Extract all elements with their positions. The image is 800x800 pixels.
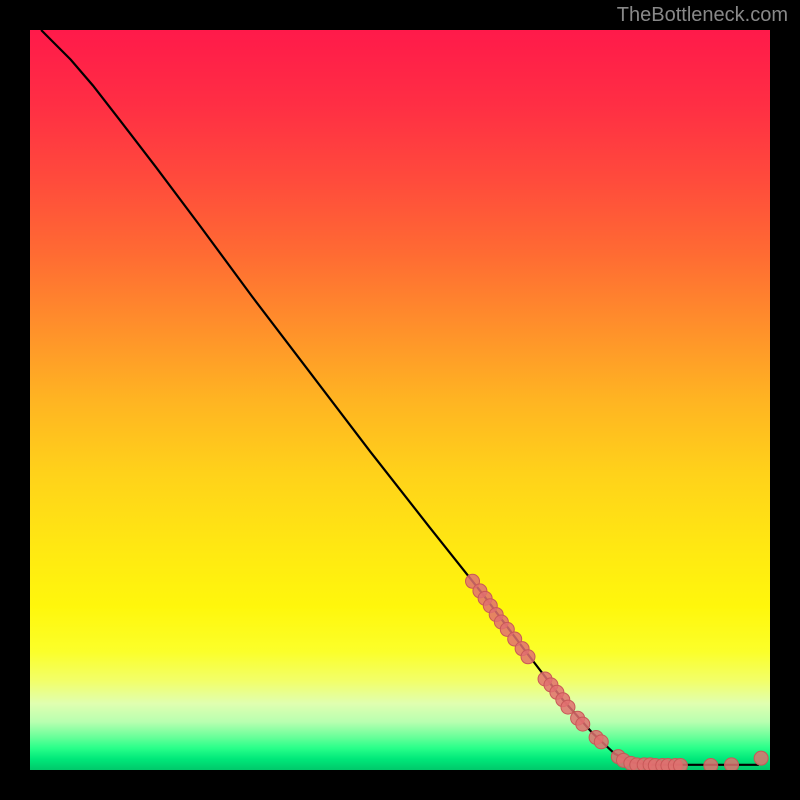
data-marker [704, 759, 718, 770]
bottleneck-curve [41, 30, 759, 765]
data-marker [673, 759, 687, 770]
plot-area [30, 30, 770, 770]
data-marker [561, 700, 575, 714]
data-marker [594, 735, 608, 749]
data-marker [754, 751, 768, 765]
watermark-text: TheBottleneck.com [617, 4, 788, 27]
data-marker [521, 650, 535, 664]
data-marker [576, 717, 590, 731]
chart-svg [30, 30, 770, 770]
data-marker [725, 758, 739, 770]
data-markers [466, 574, 769, 770]
